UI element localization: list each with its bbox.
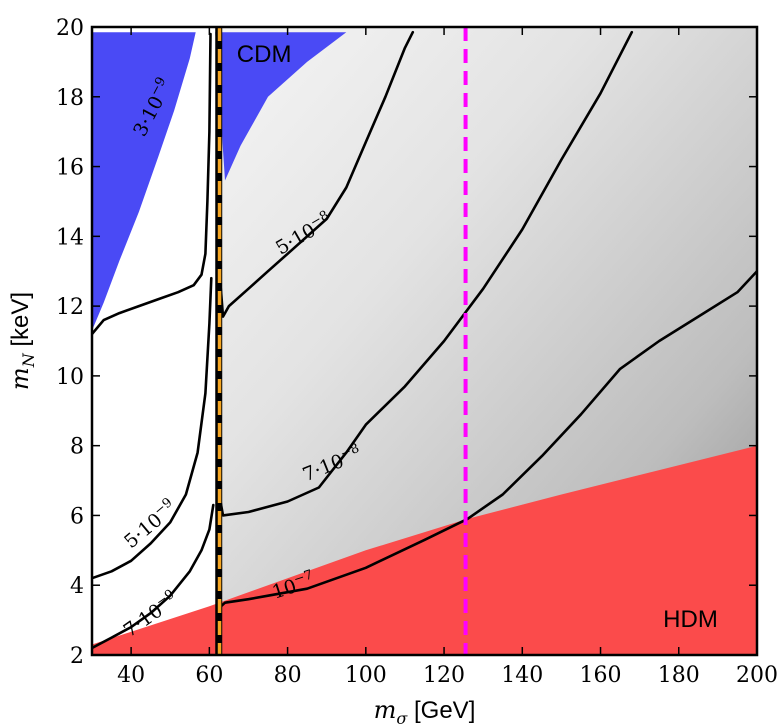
- y-tick-label: 20: [56, 16, 84, 41]
- annotation-cdm: CDM: [237, 41, 292, 68]
- y-tick-label: 10: [56, 365, 84, 390]
- vertical-lines-layer: [215, 27, 468, 655]
- contour-line-4: [217, 30, 634, 517]
- x-tick-label: 40: [117, 663, 145, 688]
- y-tick-label: 4: [70, 574, 84, 599]
- x-tick-label: 140: [501, 663, 543, 688]
- x-tick-label: 100: [345, 663, 387, 688]
- y-tick-label: 12: [56, 295, 84, 320]
- y-tick-label: 16: [56, 156, 84, 181]
- regions-layer: [92, 32, 757, 655]
- x-tick-label: 180: [658, 663, 700, 688]
- y-tick-label: 6: [70, 504, 84, 529]
- region-hdm: [92, 445, 757, 655]
- x-tick-label: 200: [736, 663, 778, 688]
- ticks-layer: 40 60 80 100 120 140 160 180 200 2 4 6 8 10 12 14 16 18 20: [56, 16, 778, 688]
- y-axis-label: mN [keV]: [6, 292, 38, 390]
- x-tick-label: 160: [580, 663, 622, 688]
- contour-line-0: [92, 32, 212, 336]
- contour-line-2: [92, 503, 215, 650]
- y-tick-label: 8: [70, 435, 84, 460]
- plot-frame: [90, 25, 759, 657]
- x-axis-label: mσ [GeV]: [374, 696, 476, 727]
- x-tick-label: 60: [195, 663, 223, 688]
- x-tick-label: 80: [274, 663, 302, 688]
- x-tick-label: 120: [423, 663, 465, 688]
- region-cdm: [92, 32, 347, 331]
- plot-area: [92, 27, 757, 655]
- y-tick-label: 2: [70, 644, 84, 669]
- contour-line-3: [217, 30, 415, 318]
- annotation-hdm: HDM: [663, 606, 718, 633]
- y-tick-label: 18: [56, 86, 84, 111]
- contour-line-1: [92, 276, 213, 580]
- y-tick-label: 14: [56, 225, 84, 250]
